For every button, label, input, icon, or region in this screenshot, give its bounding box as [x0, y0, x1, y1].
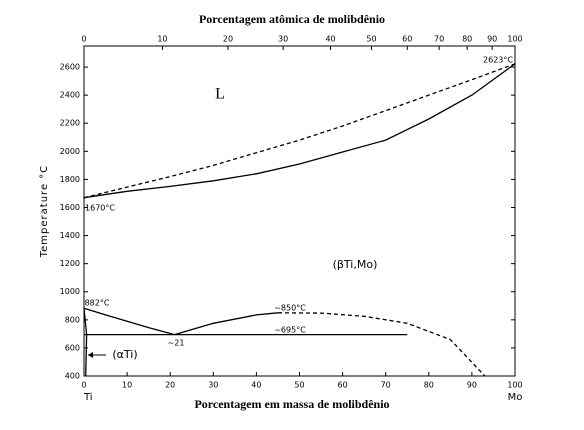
top-tick-label: 10: [157, 35, 167, 44]
top-tick-label: 20: [223, 35, 233, 44]
annotation: (αTi): [112, 348, 137, 361]
phase-boundary: [83, 63, 516, 199]
x-tick-label: 10: [122, 381, 132, 390]
annotation: 2623°C: [483, 56, 513, 65]
top-tick-label: 60: [402, 35, 412, 44]
top-tick-label: 80: [462, 35, 472, 44]
y-tick-label: 1600: [60, 203, 80, 212]
y-axis-title: Temperature °C: [39, 165, 50, 259]
annotation: ~21: [168, 339, 185, 348]
x-tick-label: 80: [424, 381, 434, 390]
phase-boundary: [277, 312, 486, 377]
y-tick-label: 2200: [60, 119, 80, 128]
phase-boundary: [83, 63, 516, 199]
y-tick-label: 2600: [60, 63, 80, 72]
annotation: 1670°C: [85, 204, 115, 213]
x-tick-label: 40: [251, 381, 261, 390]
top-tick-label: 0: [81, 35, 86, 44]
top-tick-label: 100: [507, 35, 522, 44]
x-tick-label: 50: [294, 381, 304, 390]
x-axis-title: Porcentagem em massa de molibdênio: [194, 397, 389, 411]
y-tick-label: 600: [65, 343, 80, 352]
phase-boundary: [83, 307, 175, 336]
y-tick-label: 2000: [60, 147, 80, 156]
x-tick-label: 30: [208, 381, 218, 390]
y-tick-label: 2400: [60, 91, 80, 100]
x-tick-label: 70: [381, 381, 391, 390]
top-tick-label: 30: [278, 35, 288, 44]
x-end-label: Mo: [508, 392, 523, 403]
annotation: L: [215, 86, 225, 103]
y-tick-label: 400: [65, 372, 80, 381]
annotation: ~850°C: [274, 304, 306, 313]
x-tick-label: 60: [338, 381, 348, 390]
top-tick-label: 90: [487, 35, 497, 44]
x-end-label: Ti: [83, 392, 93, 403]
phase-boundary: [174, 312, 279, 336]
x-tick-label: 90: [467, 381, 477, 390]
annotation: ~695°C: [274, 326, 306, 335]
annotation: (βTi,Mo): [333, 258, 378, 271]
top-tick-label: 50: [366, 35, 376, 44]
y-tick-label: 1200: [60, 259, 80, 268]
y-tick-label: 800: [65, 315, 80, 324]
top-axis-title: Porcentagem atômica de molibdênio: [199, 12, 385, 26]
y-tick-label: 1800: [60, 175, 80, 184]
phase-boundary: [83, 308, 88, 377]
arrow-head: [88, 352, 93, 358]
y-tick-label: 1000: [60, 287, 80, 296]
x-tick-label: 20: [165, 381, 175, 390]
top-tick-label: 70: [434, 35, 444, 44]
x-tick-label: 100: [507, 381, 522, 390]
top-tick-label: 40: [325, 35, 335, 44]
y-tick-label: 1400: [60, 231, 80, 240]
annotation: 882°C: [85, 299, 110, 308]
x-tick-label: 0: [81, 381, 86, 390]
